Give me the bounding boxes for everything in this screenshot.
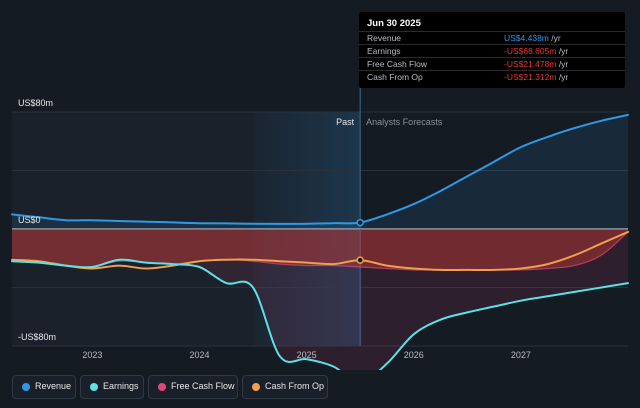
cash-from-op-marker (356, 256, 364, 264)
x-axis-label: 2027 (511, 350, 531, 360)
tooltip-row-revenue: Revenue US$4.438m /yr (359, 31, 625, 45)
tooltip-unit: /yr (556, 46, 569, 56)
legend-item-revenue[interactable]: Revenue (12, 375, 76, 399)
legend-label: Revenue (35, 381, 72, 391)
x-axis-label: 2023 (82, 350, 102, 360)
tooltip-label: Cash From Op (367, 72, 423, 82)
cash-from-op-dot-icon (252, 383, 260, 391)
legend-item-cash-from-op[interactable]: Cash From Op (242, 375, 328, 399)
tooltip-label: Free Cash Flow (367, 59, 427, 69)
earnings-line (11, 258, 629, 370)
tooltip-row-cash-from-op: Cash From Op -US$21.312m /yr (359, 70, 625, 84)
legend-label: Earnings (103, 381, 139, 391)
y-axis-label: US$80m (18, 98, 53, 108)
cash-from-op-line (11, 230, 629, 272)
tooltip-value: US$4.438m (504, 33, 549, 43)
free-cash-flow-area (12, 229, 628, 271)
chart-area: US$80m US$0 -US$80m 2023 2024 2025 2026 2027 Pas… (11, 12, 629, 370)
x-axis-label: 2024 (189, 350, 209, 360)
tooltip-value: -US$21.312m (504, 72, 557, 82)
legend-item-earnings[interactable]: Earnings (80, 375, 144, 399)
x-axis-label: 2025 (297, 350, 317, 360)
free-cash-flow-line (11, 231, 629, 271)
y-axis-label: US$0 (18, 215, 41, 225)
tooltip-row-free-cash-flow: Free Cash Flow -US$21.478m /yr (359, 57, 625, 71)
legend-label: Free Cash Flow (171, 381, 235, 391)
tooltip-label: Earnings (367, 46, 401, 56)
revenue-area (12, 114, 628, 229)
tooltip-unit: /yr (548, 33, 561, 43)
revenue-dot-icon (22, 383, 30, 391)
x-axis-label: 2026 (404, 350, 424, 360)
revenue-line (11, 113, 629, 225)
tooltip-value: -US$21.478m (504, 59, 557, 69)
legend-label: Cash From Op (265, 381, 325, 391)
revenue-marker (356, 218, 364, 227)
past-label: Past (336, 117, 355, 127)
tooltip-row-earnings: Earnings -US$68.605m /yr (359, 44, 625, 58)
y-axis-label: -US$80m (18, 332, 56, 342)
tooltip: Jun 30 2025 Revenue US$4.438m /yr Earnin… (359, 12, 625, 88)
earnings-dot-icon (90, 383, 98, 391)
tooltip-unit: /yr (556, 59, 569, 69)
forecast-label: Analysts Forecasts (366, 117, 443, 127)
free-cash-flow-dot-icon (158, 383, 166, 391)
tooltip-label: Revenue (367, 33, 402, 43)
tooltip-value: -US$68.605m (504, 46, 557, 56)
tooltip-unit: /yr (556, 72, 569, 82)
earnings-area (12, 229, 628, 370)
legend-item-free-cash-flow[interactable]: Free Cash Flow (148, 375, 238, 399)
tooltip-date: Jun 30 2025 (367, 18, 421, 29)
